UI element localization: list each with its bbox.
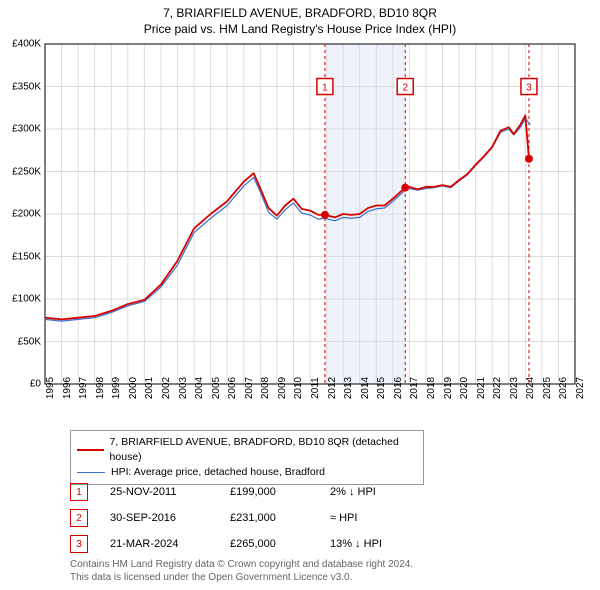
x-axis-label: 1999 <box>111 377 122 399</box>
sale-date: 21-MAR-2024 <box>110 538 230 550</box>
x-axis-label: 2009 <box>277 377 288 399</box>
sales-table: 1 25-NOV-2011£199,0002% ↓ HPI 2 30-SEP-2016… <box>70 478 450 556</box>
y-axis-label: £350K <box>12 81 41 92</box>
x-axis-label: 2010 <box>293 377 304 399</box>
sale-date: 30-SEP-2016 <box>110 512 230 524</box>
x-axis-label: 2007 <box>244 377 255 399</box>
x-axis-label: 2012 <box>327 377 338 399</box>
y-axis-label: £100K <box>12 294 41 305</box>
x-axis-label: 1996 <box>62 377 73 399</box>
x-axis-label: 2024 <box>525 377 536 399</box>
x-axis-label: 2025 <box>542 377 553 399</box>
sale-price: £199,000 <box>230 486 330 498</box>
legend-label: 7, BRIARFIELD AVENUE, BRADFORD, BD10 8QR… <box>110 435 417 465</box>
sale-date: 25-NOV-2011 <box>110 486 230 498</box>
y-axis-label: £250K <box>12 166 41 177</box>
x-axis-label: 2002 <box>161 377 172 399</box>
sale-hpi: 2% ↓ HPI <box>330 486 450 498</box>
x-axis-label: 2022 <box>492 377 503 399</box>
chart-subtitle: Price paid vs. HM Land Registry's House … <box>0 20 600 40</box>
x-axis-label: 2019 <box>443 377 454 399</box>
sale-marker: 2 <box>70 509 88 527</box>
sale-row: 2 30-SEP-2016£231,000≈ HPI <box>70 506 450 530</box>
legend-swatch <box>77 472 105 473</box>
x-axis-label: 2015 <box>376 377 387 399</box>
sale-row: 3 21-MAR-2024£265,00013% ↓ HPI <box>70 532 450 556</box>
sale-price: £265,000 <box>230 538 330 550</box>
x-axis-label: 1995 <box>45 377 56 399</box>
legend-item: 7, BRIARFIELD AVENUE, BRADFORD, BD10 8QR… <box>77 435 417 465</box>
chart-plot: 123 £0£50K£100K£150K£200K£250K£300K£350K… <box>45 44 575 384</box>
x-axis-label: 2008 <box>260 377 271 399</box>
svg-text:2: 2 <box>402 83 408 94</box>
x-axis-label: 2027 <box>575 377 586 399</box>
sale-hpi: 13% ↓ HPI <box>330 538 450 550</box>
x-axis-label: 2000 <box>128 377 139 399</box>
y-axis-label: £300K <box>12 124 41 135</box>
y-axis-label: £50K <box>18 336 41 347</box>
x-axis-label: 2014 <box>360 377 371 399</box>
x-axis-label: 2020 <box>459 377 470 399</box>
footer-line2: This data is licensed under the Open Gov… <box>70 571 413 584</box>
x-axis-label: 2011 <box>310 377 321 399</box>
x-axis-label: 2023 <box>509 377 520 399</box>
svg-text:1: 1 <box>322 83 328 94</box>
chart-title: 7, BRIARFIELD AVENUE, BRADFORD, BD10 8QR <box>0 0 600 20</box>
x-axis-label: 2018 <box>426 377 437 399</box>
x-axis-label: 1998 <box>95 377 106 399</box>
sale-marker: 1 <box>70 483 88 501</box>
y-axis-label: £400K <box>12 39 41 50</box>
footer-attribution: Contains HM Land Registry data © Crown c… <box>70 558 413 584</box>
x-axis-label: 2003 <box>178 377 189 399</box>
y-axis-label: £0 <box>30 379 41 390</box>
x-axis-label: 2004 <box>194 377 205 399</box>
legend-swatch <box>77 449 104 451</box>
sale-hpi: ≈ HPI <box>330 512 450 524</box>
x-axis-label: 1997 <box>78 377 89 399</box>
sale-price: £231,000 <box>230 512 330 524</box>
y-axis-label: £150K <box>12 251 41 262</box>
x-axis-label: 2016 <box>393 377 404 399</box>
x-axis-label: 2017 <box>409 377 420 399</box>
x-axis-label: 2006 <box>227 377 238 399</box>
footer-line1: Contains HM Land Registry data © Crown c… <box>70 558 413 571</box>
legend: 7, BRIARFIELD AVENUE, BRADFORD, BD10 8QR… <box>70 430 424 485</box>
x-axis-label: 2021 <box>476 377 487 399</box>
x-axis-label: 2013 <box>343 377 354 399</box>
svg-text:3: 3 <box>526 83 532 94</box>
y-axis-label: £200K <box>12 209 41 220</box>
sale-marker: 3 <box>70 535 88 553</box>
x-axis-label: 2026 <box>558 377 569 399</box>
x-axis-label: 2005 <box>211 377 222 399</box>
x-axis-label: 2001 <box>144 377 155 399</box>
sale-row: 1 25-NOV-2011£199,0002% ↓ HPI <box>70 480 450 504</box>
